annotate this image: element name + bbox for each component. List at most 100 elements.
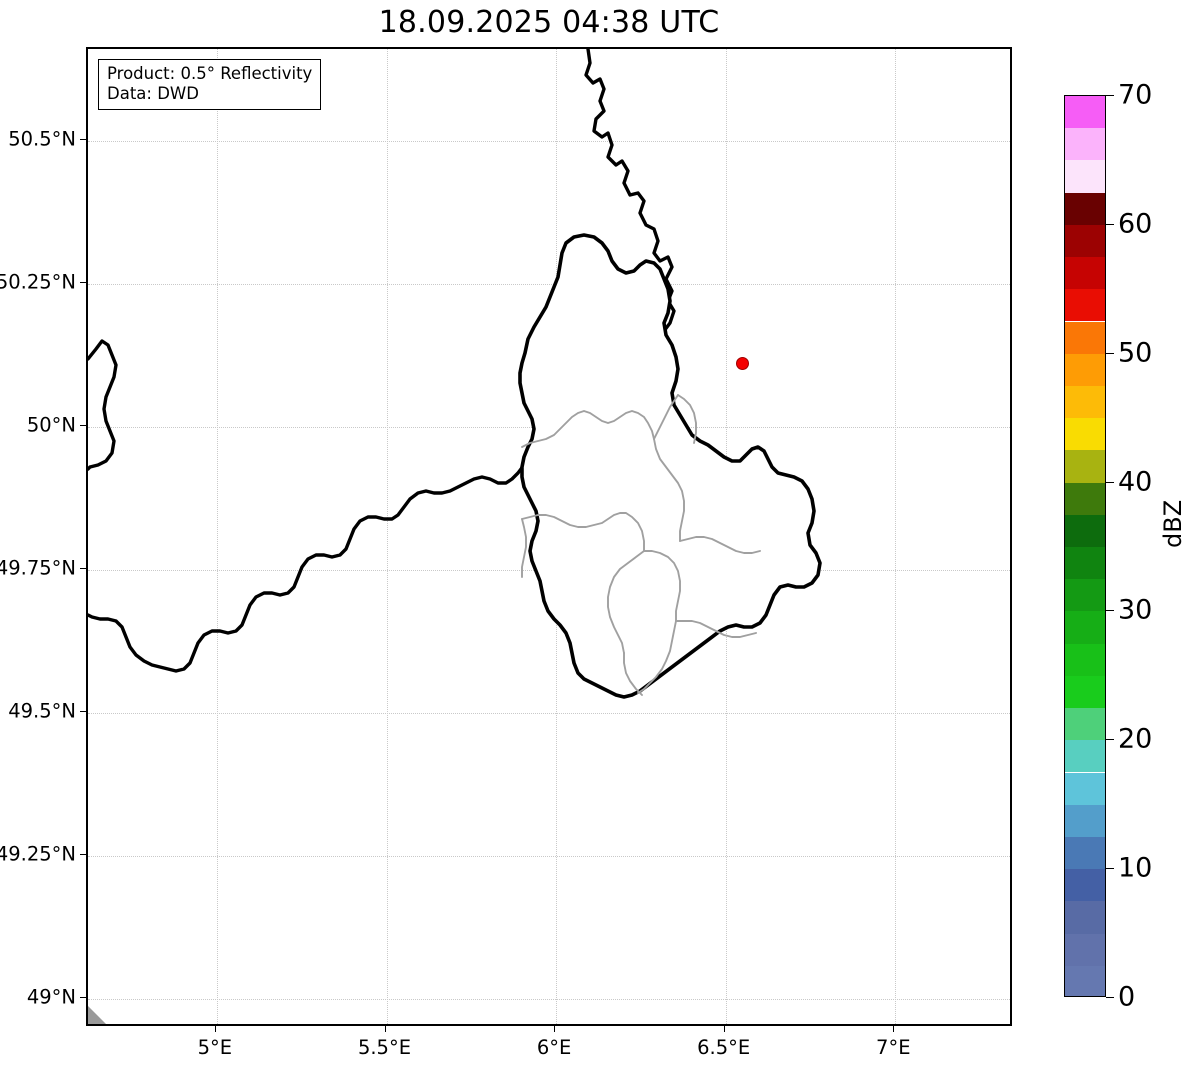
colorbar-band [1065,96,1105,129]
colorbar-label: dBZ [1159,499,1187,548]
colorbar-tick-label: 20 [1118,723,1153,755]
map-plot-area[interactable]: Product: 0.5° Reflectivity Data: DWD [86,47,1012,1026]
y-axis-tick [80,281,86,283]
y-axis-tick-label: 49°N [26,985,76,1009]
colorbar-band [1065,353,1105,386]
colorbar-band [1065,901,1105,934]
y-axis-tick [80,854,86,856]
luxembourg-border-path [518,233,822,699]
colorbar-tick-label: 0 [1118,981,1136,1013]
gridline-vertical [895,49,897,1024]
annotation-box: Product: 0.5° Reflectivity Data: DWD [98,59,322,110]
colorbar-band [1065,611,1105,644]
y-axis-tick [80,138,86,140]
gridline-horizontal [88,713,1010,715]
y-axis-tick [80,424,86,426]
colorbar-tick [1106,223,1114,225]
colorbar-tick [1106,352,1114,354]
y-axis-tick [80,711,86,713]
gridline-horizontal [88,140,1010,142]
colorbar-band [1065,675,1105,709]
colorbar-band [1065,965,1105,996]
x-axis-tick-label: 6.5°E [697,1036,751,1059]
colorbar-tick [1106,997,1114,998]
x-axis-tick-label: 5°E [197,1036,233,1059]
colorbar-tick-label: 60 [1118,208,1153,240]
internal-boundary-group [521,394,761,696]
colorbar-tick [1106,739,1114,741]
gridline-vertical [216,49,218,1024]
colorbar-tick [1106,610,1114,612]
internal-boundary-path [521,410,655,448]
internal-boundary-path [521,512,645,552]
corner-wedge-icon [88,1006,106,1024]
colorbar-tick-label: 70 [1118,79,1153,111]
colorbar-tick-label: 50 [1118,337,1153,369]
colorbar-band [1065,192,1105,225]
colorbar-band [1065,128,1105,161]
colorbar-band [1065,514,1105,547]
internal-boundary-path [623,652,643,696]
internal-boundary-path [677,394,697,444]
colorbar-tick-label: 40 [1118,466,1153,498]
colorbar-band [1065,804,1105,837]
colorbar-band [1065,869,1105,902]
gridline-vertical [386,49,388,1024]
y-axis-tick [80,997,86,999]
map-canvas: Product: 0.5° Reflectivity Data: DWD [88,49,1010,1024]
colorbar-band [1065,385,1105,419]
y-axis-tick-label: 50.25°N [0,270,76,294]
gridline-horizontal [88,283,1010,285]
colorbar-band [1065,933,1105,966]
radar-site-marker[interactable] [736,357,750,371]
national-border-northwest-path [88,339,118,471]
y-axis-tick-label: 49.5°N [8,699,76,723]
colorbar-band [1065,289,1105,322]
internal-boundary-path [679,536,761,554]
x-axis-tick-label: 6°E [536,1036,572,1059]
colorbar-band [1065,708,1105,741]
annotation-data-line: Data: DWD [107,84,199,103]
x-axis-tick-label: 7°E [876,1036,911,1059]
y-axis-tick-label: 49.75°N [0,556,76,580]
internal-boundary-path [675,620,757,638]
colorbar-tick [1106,868,1114,870]
colorbar-tick [1106,481,1114,483]
internal-boundary-path [643,550,681,622]
colorbar-band [1065,224,1105,258]
colorbar-band [1065,772,1105,805]
x-axis-tick [384,1026,386,1032]
colorbar-band [1065,160,1105,193]
y-axis-tick-label: 50.5°N [8,127,76,151]
gridline-horizontal [88,999,1010,1001]
gridline-horizontal [88,856,1010,858]
colorbar-band [1065,740,1105,773]
colorbar[interactable] [1064,95,1106,997]
colorbar-tick [1106,95,1114,96]
x-axis-tick [723,1026,725,1032]
map-vector-layer [88,49,822,699]
internal-boundary-path [653,394,679,440]
x-axis-tick-label: 5.5°E [357,1036,412,1059]
internal-boundary-path [607,550,645,654]
y-axis-tick-label: 49.25°N [0,842,76,866]
colorbar-band [1065,321,1105,354]
colorbar-band [1065,547,1105,580]
colorbar-band [1065,643,1105,676]
internal-boundary-path [637,620,677,694]
colorbar-band [1065,257,1105,290]
colorbar-band [1065,579,1105,612]
internal-boundary-path [653,438,685,542]
colorbar-tick-label: 10 [1118,852,1153,884]
internal-boundary-path [521,518,527,578]
annotation-product-line: Product: 0.5° Reflectivity [107,64,313,83]
national-border-path [88,49,676,673]
colorbar-band [1065,836,1105,870]
y-axis-tick-label: 50°N [26,413,76,437]
x-axis-tick [554,1026,556,1032]
colorbar-band [1065,450,1105,483]
y-axis-tick [80,568,86,569]
colorbar-band [1065,482,1105,515]
